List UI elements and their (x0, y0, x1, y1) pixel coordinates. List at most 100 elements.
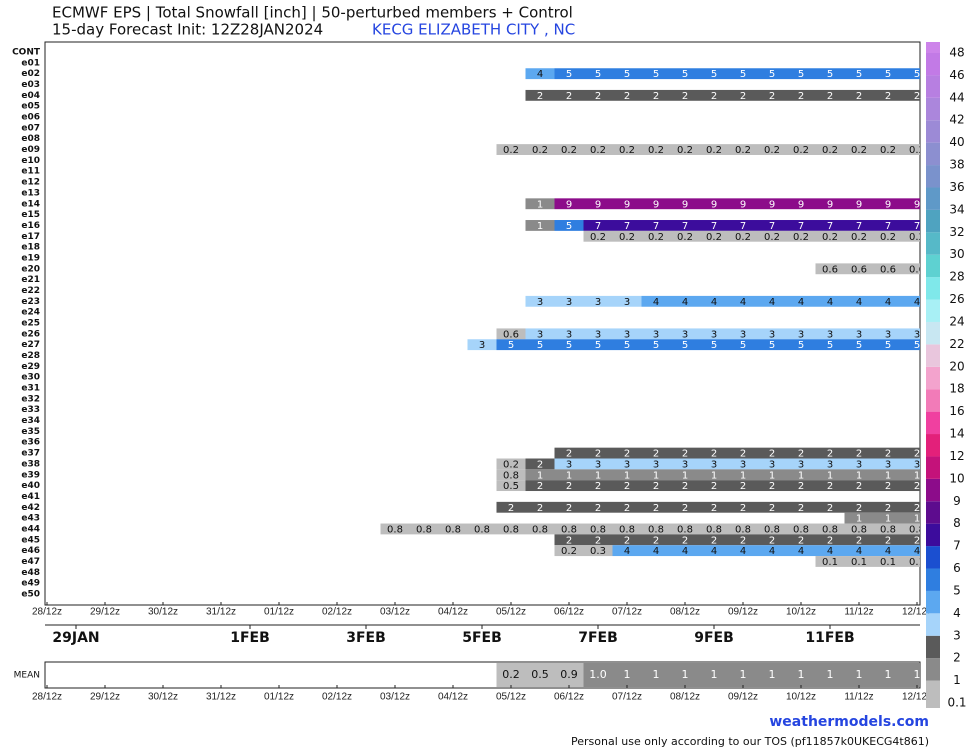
cell-label: 0.2 (764, 232, 780, 243)
cell (873, 263, 903, 275)
cell (844, 534, 874, 546)
cell-label: 3 (566, 297, 572, 308)
cell (757, 230, 787, 242)
cell (612, 545, 642, 557)
cell (728, 198, 758, 210)
member-label: e25 (21, 319, 40, 329)
cell (641, 220, 671, 231)
cell (873, 534, 903, 546)
member-label: e16 (21, 221, 40, 231)
cell-label: 0.6 (503, 329, 519, 340)
cell-label: 5 (856, 69, 862, 80)
member-label: e01 (21, 58, 40, 68)
cell (786, 534, 816, 546)
cell (525, 328, 555, 340)
cell (641, 339, 671, 351)
member-label: e38 (21, 459, 40, 469)
cell (670, 230, 700, 242)
cell (583, 523, 613, 535)
mean-cell-label: 1.0 (589, 668, 607, 681)
colorbar-segment (926, 232, 940, 255)
mean-cell (583, 663, 613, 687)
cell-label: 2 (856, 535, 862, 546)
cell (467, 523, 497, 535)
cell-label: 3 (682, 329, 688, 340)
cell-label: 3 (856, 329, 862, 340)
x-tick-label: 06/12z (554, 607, 584, 618)
member-label: e43 (21, 514, 40, 524)
cell (728, 469, 758, 481)
cell-label: 4 (827, 546, 833, 557)
cell (844, 447, 874, 459)
cell (902, 339, 920, 351)
cell-label: 2 (769, 481, 775, 492)
x-tick-label: 12/12z (902, 692, 932, 703)
colorbar-label: 18 (949, 382, 964, 396)
cell (786, 198, 816, 210)
member-label: e24 (21, 308, 40, 318)
cell-label: 2 (653, 503, 659, 514)
colorbar-segment (926, 658, 940, 681)
member-label: e04 (21, 91, 40, 101)
cell-label: 5 (508, 340, 514, 351)
cell-label: 4 (856, 297, 862, 308)
cell-label: 4 (711, 546, 717, 557)
cell-label: 2 (914, 535, 920, 546)
cell (902, 220, 920, 231)
cell-label: 1 (653, 470, 659, 481)
cell-label: 7 (827, 221, 833, 232)
cell-label: 2 (653, 449, 659, 460)
cell (641, 295, 671, 307)
cell-label: 0.2 (561, 145, 577, 156)
mean-cell-label: 0.9 (560, 668, 578, 681)
cell-label: 3 (885, 459, 891, 470)
cell (525, 480, 555, 492)
cell (380, 523, 410, 535)
cell (583, 89, 613, 101)
cell-label: 1 (537, 470, 543, 481)
cell (815, 144, 845, 155)
mean-cell (496, 663, 526, 687)
colorbar-label: 7 (953, 539, 961, 553)
colorbar-label: 38 (949, 158, 964, 172)
cell-label: 2 (595, 503, 601, 514)
cell-label: 2 (914, 503, 920, 514)
cell (670, 220, 700, 231)
member-label: e29 (21, 362, 40, 372)
cell-label: 3 (595, 329, 601, 340)
cell (844, 68, 874, 80)
cell (844, 230, 874, 242)
colorbar-segment (926, 120, 940, 143)
cell-label: 5 (711, 69, 717, 80)
cell (844, 220, 874, 231)
cell (670, 339, 700, 351)
cell (786, 447, 816, 459)
cell (583, 469, 613, 481)
member-label: e26 (21, 329, 40, 339)
x-tick-label: 08/12z (670, 607, 700, 618)
cell (757, 220, 787, 231)
colorbar-segment (926, 568, 940, 591)
x-tick-label: 11/12z (844, 607, 873, 618)
cell (525, 68, 555, 80)
member-label: e30 (21, 373, 40, 383)
member-label: e40 (21, 481, 40, 491)
member-label: e33 (21, 405, 40, 415)
cell (641, 534, 671, 546)
cell (641, 458, 671, 470)
cell-label: 1 (827, 470, 833, 481)
cell-label: 4 (914, 546, 920, 557)
cell-label: 0.2 (909, 232, 925, 243)
cell (670, 295, 700, 307)
cell-label: 0.8 (706, 524, 722, 535)
cell (902, 68, 920, 80)
cell-label: 2 (566, 481, 572, 492)
cell-label: 9 (856, 199, 862, 210)
cell (815, 89, 845, 101)
cell-label: 2 (653, 91, 659, 102)
cell-label: 2 (711, 91, 717, 102)
colorbar-segment (926, 434, 940, 457)
cell-label: 3 (624, 459, 630, 470)
cell-label: 7 (769, 221, 775, 232)
cell (757, 328, 787, 340)
